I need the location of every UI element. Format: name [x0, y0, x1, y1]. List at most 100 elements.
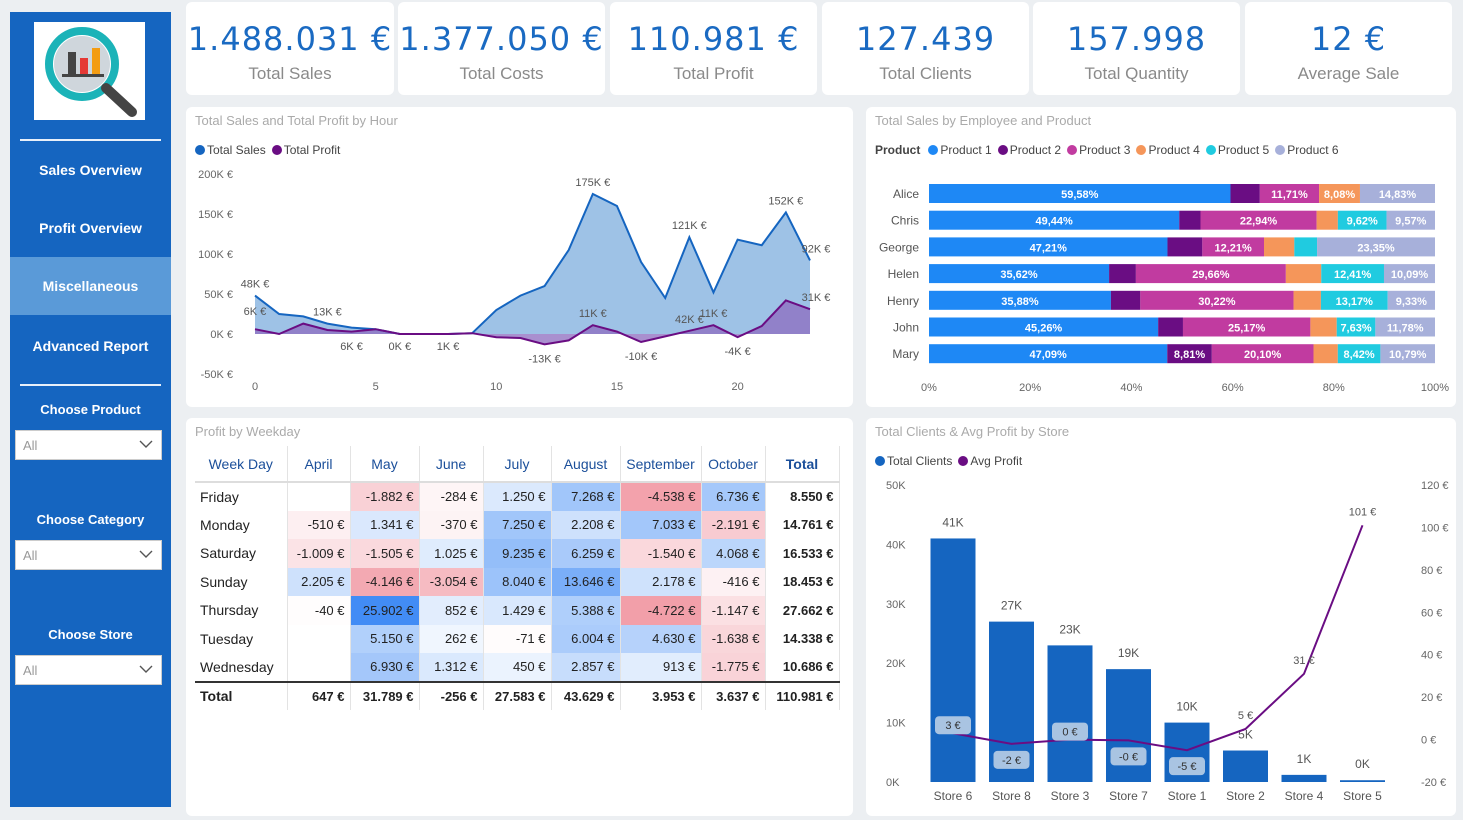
nav-label: Sales Overview: [39, 162, 142, 178]
bar-data-label: 10,09%: [1391, 269, 1429, 281]
bar-data-label: 47,21%: [1030, 242, 1068, 254]
weekday-table-panel: Profit by Weekday Week Day April May June Ju…: [186, 418, 853, 816]
bar-segment: [1179, 210, 1201, 230]
column-total-cell: 3.953 €: [620, 680, 702, 710]
profit-line: [254, 299, 811, 346]
column-header[interactable]: August: [551, 446, 621, 482]
y-tick-label: 150K €: [198, 209, 233, 221]
product-dropdown[interactable]: All: [15, 430, 162, 460]
bar-segment: [1259, 184, 1320, 203]
filter-product-label: Choose Product: [40, 402, 141, 417]
avg-profit-label-bg: [1052, 722, 1088, 741]
kpi-label: Total Profit: [673, 64, 754, 83]
bar-segment: [929, 344, 1168, 364]
column-header[interactable]: July: [483, 446, 552, 482]
legend-label: Product 1: [940, 143, 992, 157]
bar-segment: [1230, 184, 1260, 203]
category-label: Store 8: [992, 789, 1031, 803]
bar-segment: [1158, 317, 1183, 337]
value-cell: -510 €: [287, 510, 351, 539]
y-left-tick-label: 0K: [886, 777, 900, 789]
value-cell: -3.054 €: [419, 567, 484, 596]
value-cell: -1.505 €: [350, 539, 420, 568]
kpi-average-sale: 12 € Average Sale: [1245, 2, 1452, 95]
avg-profit-label-bg: [1110, 747, 1147, 766]
legend-label: Avg Profit: [970, 454, 1023, 468]
category-dropdown[interactable]: All: [15, 540, 162, 570]
value-cell: -40 €: [287, 596, 351, 625]
avg-profit-data-label: 101 €: [1349, 506, 1377, 518]
analytics-magnifier-icon: [45, 27, 137, 117]
category-label: Store 5: [1343, 789, 1382, 803]
employee-chart-panel: Total Sales by Employee and Product Prod…: [866, 107, 1456, 407]
y-right-tick-label: -20 €: [1421, 777, 1446, 789]
bar-data-label: 49,44%: [1035, 216, 1073, 228]
column-total-cell: 31.789 €: [350, 680, 420, 710]
value-cell: -284 €: [419, 482, 484, 511]
legend-item: Product 6: [1275, 143, 1339, 157]
bar-segment: [1285, 264, 1322, 284]
category-label: Helen: [888, 267, 919, 281]
category-label: Chris: [891, 214, 919, 228]
kpi-value: 12 €: [1310, 20, 1387, 58]
profit-data-label: 11K €: [579, 308, 607, 320]
bar-segment: [1294, 237, 1318, 257]
bar-segment: [1200, 210, 1317, 230]
nav-profit-overview[interactable]: Profit Overview: [10, 199, 171, 257]
value-cell: -370 €: [419, 510, 484, 539]
column-header[interactable]: April: [287, 446, 351, 482]
y-right-tick-label: 120 €: [1421, 480, 1449, 492]
clients-data-label: 23K: [1059, 622, 1080, 636]
chart-title: Total Clients & Avg Profit by Store: [875, 424, 1070, 439]
bar-segment: [929, 317, 1159, 337]
weekday-cell: Wednesday: [195, 653, 288, 682]
column-header[interactable]: October: [701, 446, 766, 482]
value-cell: 7.250 €: [483, 510, 552, 539]
bar-data-label: 11,78%: [1387, 323, 1424, 335]
profit-data-label: 0K €: [388, 341, 411, 353]
avg-profit-data-label: -0 €: [1119, 751, 1138, 763]
column-header[interactable]: Total: [765, 446, 840, 482]
column-header[interactable]: September: [620, 446, 702, 482]
value-cell: -1.540 €: [620, 539, 702, 568]
app-logo: [34, 22, 145, 120]
bar-segment: [1211, 344, 1314, 364]
column-header[interactable]: June: [419, 446, 484, 482]
chart-legend: Total Sales Total Profit: [195, 143, 344, 157]
bar-segment: [1375, 317, 1435, 337]
nav-miscellaneous[interactable]: Miscellaneous: [10, 257, 171, 315]
legend-label: Product 6: [1287, 143, 1339, 157]
kpi-value: 110.981 €: [627, 20, 800, 58]
bar-data-label: 9,33%: [1396, 296, 1427, 308]
divider: [20, 384, 161, 386]
table-row: Monday -510 €1.341 € -370 €7.250 €2.208 €7…: [195, 510, 840, 539]
dropdown-value: All: [23, 547, 38, 563]
bar-segment: [1313, 344, 1338, 364]
column-header[interactable]: May: [350, 446, 420, 482]
store-dropdown[interactable]: All: [15, 655, 162, 685]
bar-data-label: 22,94%: [1240, 216, 1278, 228]
nav-advanced-report[interactable]: Advanced Report: [10, 317, 171, 375]
divider: [20, 139, 161, 141]
bar-data-label: 8,81%: [1174, 349, 1205, 361]
bar-segment: [1202, 237, 1265, 257]
row-total-cell: 10.686 €: [765, 653, 840, 682]
y-right-tick-label: 60 €: [1421, 607, 1442, 619]
bar-data-label: 7,63%: [1340, 323, 1371, 335]
category-label: Store 6: [934, 789, 973, 803]
nav-sales-overview[interactable]: Sales Overview: [10, 141, 171, 199]
kpi-value: 1.488.031 €: [187, 20, 393, 58]
value-cell: 2.205 €: [287, 567, 351, 596]
column-header[interactable]: Week Day: [195, 446, 288, 482]
value-cell: 25.902 €: [350, 596, 420, 625]
value-cell: 1.250 €: [483, 482, 552, 511]
value-cell: 913 €: [620, 653, 702, 682]
legend-label: Total Profit: [283, 143, 341, 157]
bar-data-label: 29,66%: [1192, 269, 1230, 281]
y-tick-label: -50K €: [201, 369, 233, 381]
kpi-label: Total Costs: [459, 64, 544, 83]
legend-item: Total Sales: [195, 143, 266, 157]
avg-profit-data-label: -2 €: [1002, 755, 1021, 767]
bar-segment: [1336, 317, 1376, 337]
filter-store-label: Choose Store: [48, 627, 133, 642]
